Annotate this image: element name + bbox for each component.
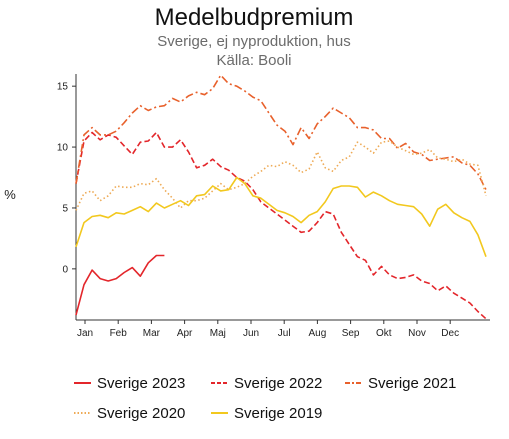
legend-item: Sverige 2020	[74, 405, 185, 422]
x-tick-label: Jun	[243, 328, 259, 339]
x-tick-label: Okt	[376, 328, 392, 339]
series-line-sverige-2020	[75, 140, 487, 211]
chart-subtitle: Sverige, ej nyproduktion, hus	[157, 33, 350, 50]
y-tick-label: 10	[57, 143, 69, 154]
legend-item: Sverige 2019	[211, 405, 322, 422]
series-line-sverige-2023	[75, 254, 165, 316]
x-tick-label: Nov	[408, 328, 426, 339]
y-tick-label: 0	[62, 264, 68, 275]
legend: Sverige 2023 Sverige 2022 Sverige 2021 Sver…	[74, 375, 456, 422]
x-tick-label: Jul	[278, 328, 291, 339]
chart-source: Källa: Booli	[216, 52, 291, 69]
series-line-sverige-2019	[75, 176, 487, 257]
legend-label: Sverige 2022	[234, 375, 322, 392]
y-axis-label: %	[4, 187, 16, 202]
y-tick-label: 5	[62, 203, 68, 214]
legend-label: Sverige 2023	[97, 375, 185, 392]
series-line-sverige-2021	[75, 74, 487, 191]
series-lines	[75, 74, 487, 320]
legend-item: Sverige 2022	[211, 375, 322, 392]
x-tick-label: Apr	[177, 328, 193, 339]
x-tick-label: Sep	[342, 328, 360, 339]
legend-label: Sverige 2021	[368, 375, 456, 392]
legend-label: Sverige 2020	[97, 405, 185, 422]
legend-item: Sverige 2021	[345, 375, 456, 392]
x-tick-label: Maj	[210, 328, 226, 339]
x-tick-label: Aug	[309, 328, 327, 339]
axes: 0 5 10 15 Jan Feb Mar Apr Maj Jun Jul Aug Sep Okt Nov D…	[57, 74, 490, 339]
chart-title: Medelbudpremium	[155, 4, 354, 31]
x-tick-label: Mar	[143, 328, 161, 339]
legend-item: Sverige 2023	[74, 375, 185, 392]
y-tick-label: 15	[57, 82, 69, 93]
x-tick-label: Dec	[441, 328, 459, 339]
series-line-sverige-2022	[75, 131, 487, 320]
x-tick-label: Jan	[77, 328, 93, 339]
legend-label: Sverige 2019	[234, 405, 322, 422]
x-tick-label: Feb	[110, 328, 128, 339]
